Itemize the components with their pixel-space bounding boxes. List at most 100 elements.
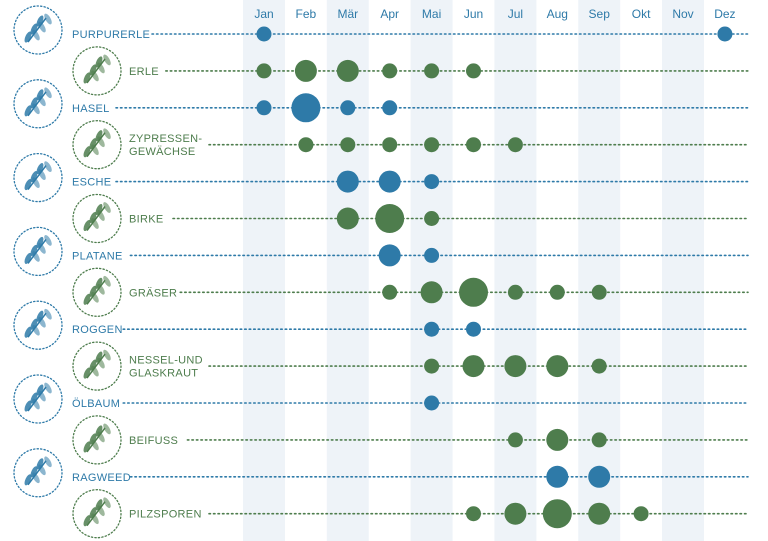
bubble-11-8 bbox=[591, 432, 607, 448]
nettle-icon bbox=[72, 341, 122, 391]
bubble-10-4 bbox=[424, 395, 440, 411]
bubble-5-3 bbox=[375, 204, 405, 233]
row-0: PURPURERLE bbox=[72, 26, 749, 42]
bubble-7-6 bbox=[507, 284, 523, 300]
row-label: GRÄSER bbox=[129, 287, 177, 299]
bubble-7-3 bbox=[382, 284, 398, 300]
bubble-13-5 bbox=[466, 506, 481, 522]
bubble-0-11 bbox=[717, 26, 733, 42]
bubble-9-7 bbox=[546, 355, 569, 378]
month-label: Aug bbox=[547, 7, 568, 21]
month-column-bands bbox=[243, 0, 704, 541]
ash-icon bbox=[13, 152, 63, 203]
row-label: ROGGEN bbox=[72, 324, 123, 336]
bubble-9-4 bbox=[424, 358, 440, 374]
row-7: GRÄSER bbox=[129, 277, 749, 307]
bubble-4-4 bbox=[424, 174, 440, 190]
row-label: BEIFUSS bbox=[129, 435, 178, 447]
row-2: HASEL bbox=[72, 93, 749, 123]
bubble-12-7 bbox=[546, 465, 569, 488]
bubble-3-2 bbox=[340, 137, 356, 153]
month-label: Mai bbox=[422, 7, 441, 21]
row-label: PLATANE bbox=[72, 250, 123, 262]
row-3: ZYPRESSEN-GEWÄCHSE bbox=[129, 133, 749, 158]
bubble-3-5 bbox=[466, 137, 481, 153]
bubble-1-2 bbox=[336, 59, 359, 82]
row-label: PILZSPOREN bbox=[129, 509, 202, 521]
bubble-13-9 bbox=[633, 506, 649, 522]
row-label: ESCHE bbox=[72, 177, 111, 189]
month-label: Dez bbox=[714, 7, 735, 21]
bubble-5-2 bbox=[336, 207, 359, 230]
bubble-7-5 bbox=[459, 277, 488, 307]
bubble-6-4 bbox=[424, 247, 440, 263]
bubble-2-1 bbox=[291, 93, 321, 123]
month-label: Jul bbox=[508, 7, 523, 21]
bubble-0-0 bbox=[256, 26, 272, 42]
bubble-2-0 bbox=[256, 100, 272, 116]
row-1: ERLE bbox=[129, 59, 749, 82]
bubble-8-5 bbox=[466, 321, 481, 337]
row-label: BIRKE bbox=[129, 214, 164, 226]
bubble-5-4 bbox=[424, 211, 440, 226]
row-5: BIRKE bbox=[129, 204, 749, 233]
month-label: Nov bbox=[672, 7, 693, 21]
row-8: ROGGEN bbox=[72, 321, 749, 337]
bubble-4-3 bbox=[378, 170, 401, 193]
bubble-6-3 bbox=[378, 244, 401, 267]
row-4: ESCHE bbox=[72, 170, 749, 193]
bubble-11-7 bbox=[546, 428, 569, 451]
bubble-4-2 bbox=[336, 170, 359, 193]
bubble-8-4 bbox=[424, 321, 440, 337]
mushroom-icon bbox=[72, 489, 122, 539]
cypress-icon bbox=[72, 120, 122, 170]
month-label: Apr bbox=[380, 7, 399, 21]
row-label: ZYPRESSEN-GEWÄCHSE bbox=[129, 133, 202, 158]
bubble-13-6 bbox=[504, 502, 527, 525]
month-label: Sep bbox=[589, 7, 611, 21]
bubble-13-7 bbox=[542, 499, 572, 529]
month-label: Feb bbox=[296, 7, 317, 21]
month-band-10 bbox=[662, 0, 704, 541]
row-12: RAGWEED bbox=[72, 465, 749, 488]
month-band-6 bbox=[494, 0, 537, 541]
month-label: Jan bbox=[254, 7, 273, 21]
month-labels: Jan Feb Mär Apr Mai Jun Jul Aug Sep Okt Nov Dez bbox=[254, 7, 735, 21]
row-11: BEIFUSS bbox=[129, 428, 749, 451]
month-band-8 bbox=[578, 0, 621, 541]
mugwort-icon bbox=[72, 415, 122, 465]
bubble-7-8 bbox=[591, 284, 607, 300]
ragweed-icon bbox=[13, 448, 63, 498]
bubble-3-1 bbox=[298, 137, 314, 153]
month-band-4 bbox=[410, 0, 453, 541]
bubble-2-3 bbox=[382, 100, 398, 116]
row-label: ERLE bbox=[129, 66, 159, 78]
row-label: NESSEL-UND GLASKRAUT bbox=[129, 355, 203, 380]
bubble-9-8 bbox=[591, 358, 607, 374]
bubble-1-0 bbox=[256, 63, 272, 79]
bubble-11-6 bbox=[507, 432, 523, 448]
row-label: ÖLBAUM bbox=[72, 398, 120, 410]
bubble-1-1 bbox=[294, 59, 317, 82]
bubble-12-8 bbox=[588, 465, 611, 488]
month-label: Mär bbox=[337, 7, 358, 21]
row-6: PLATANE bbox=[72, 244, 749, 267]
plant-rows: PURPURERLE ERLE HASEL ZYPRESSEN-GEWÄCHSE ESC… bbox=[72, 26, 749, 529]
row-13: PILZSPOREN bbox=[129, 499, 749, 529]
row-label: RAGWEED bbox=[72, 472, 131, 484]
birch-icon bbox=[72, 193, 122, 244]
row-label: PURPURERLE bbox=[72, 29, 150, 41]
plant-icons bbox=[13, 5, 122, 539]
bubble-9-5 bbox=[462, 355, 485, 378]
bubble-1-3 bbox=[382, 63, 398, 79]
rye-icon bbox=[13, 300, 63, 350]
bubble-1-5 bbox=[466, 63, 481, 79]
row-10: ÖLBAUM bbox=[72, 395, 749, 411]
bubble-7-7 bbox=[549, 284, 565, 300]
bubble-3-3 bbox=[382, 137, 398, 153]
bubble-9-6 bbox=[504, 355, 527, 378]
bubble-7-4 bbox=[420, 281, 443, 304]
month-label: Okt bbox=[632, 7, 651, 21]
olive-icon bbox=[13, 374, 63, 424]
